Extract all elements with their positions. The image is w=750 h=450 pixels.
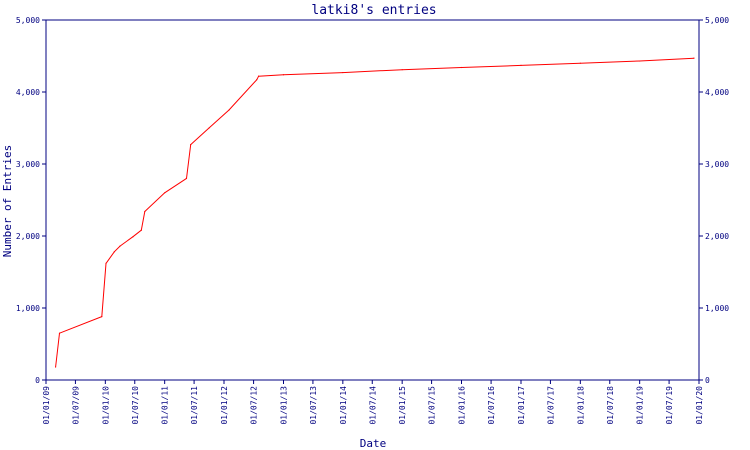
x-tick-label: 01/07/14 (368, 386, 377, 425)
data-point (185, 177, 188, 179)
data-point (119, 245, 121, 247)
y-axis-title: Number of Entries (1, 145, 14, 258)
data-point (208, 127, 210, 129)
data-point (54, 366, 57, 368)
y-tick-label-right: 2,000 (705, 232, 729, 241)
series-line (55, 57, 695, 368)
y-tick-label-left: 0 (35, 376, 40, 385)
y-tick-label-right: 1,000 (705, 304, 729, 313)
x-tick-label: 01/01/09 (42, 386, 51, 425)
data-point (190, 143, 192, 146)
x-tick-label: 01/07/11 (190, 386, 199, 425)
data-point (101, 316, 103, 318)
data-point (113, 251, 115, 253)
x-tick-label: 01/07/09 (71, 386, 80, 425)
plot-frame (45, 19, 700, 381)
x-tick-label: 01/07/12 (250, 386, 259, 425)
x-tick-label: 01/07/19 (665, 386, 674, 425)
data-point (282, 74, 285, 76)
x-tick-label: 01/07/18 (606, 386, 615, 425)
x-tick-label: 01/01/11 (161, 386, 170, 425)
x-tick-label: 01/01/14 (339, 386, 348, 425)
data-point (132, 236, 134, 238)
x-tick-label: 01/01/16 (458, 386, 467, 425)
x-tick-label: 01/07/16 (487, 386, 496, 425)
x-tick-label: 01/07/17 (546, 386, 555, 425)
x-tick-label: 01/07/13 (309, 386, 318, 425)
data-point (164, 192, 166, 194)
data-point (258, 75, 260, 77)
y-tick-label-left: 1,000 (16, 304, 40, 313)
data-point (460, 66, 463, 69)
y-tick-label-right: 3,000 (705, 160, 729, 169)
x-tick-label: 01/01/12 (220, 386, 229, 425)
y-tick-label-left: 2,000 (16, 232, 40, 241)
x-tick-label: 01/07/10 (131, 386, 140, 425)
data-point (639, 60, 641, 62)
data-point (256, 79, 258, 81)
x-tick-label: 01/01/19 (636, 386, 645, 425)
x-tick-label: 01/07/15 (428, 386, 437, 425)
x-tick-label: 01/01/18 (576, 386, 585, 425)
x-tick-label: 01/01/13 (279, 386, 288, 425)
x-tick-label: 01/01/10 (101, 386, 110, 425)
data-point (401, 69, 403, 71)
y-tick-label-left: 3,000 (16, 160, 40, 169)
x-tick-label: 01/01/20 (695, 386, 704, 425)
y-tick-label-right: 5,000 (705, 16, 729, 25)
y-tick-label-right: 0 (705, 376, 710, 385)
y-tick-label-right: 4,000 (705, 88, 729, 97)
data-point (228, 109, 230, 111)
data-point (140, 229, 142, 231)
y-tick-label-left: 4,000 (16, 88, 40, 97)
data-point (58, 332, 61, 334)
y-tick-label-left: 5,000 (16, 16, 40, 25)
data-point (342, 71, 344, 74)
x-tick-label: 01/01/17 (517, 386, 526, 425)
chart-title: latki8's entries (311, 3, 436, 18)
data-point (144, 210, 146, 213)
data-point (693, 57, 695, 59)
data-point (105, 262, 107, 264)
data-point (579, 62, 581, 64)
x-axis-title: Date (360, 437, 387, 450)
data-point (520, 64, 522, 66)
x-tick-label: 01/01/15 (398, 386, 407, 425)
